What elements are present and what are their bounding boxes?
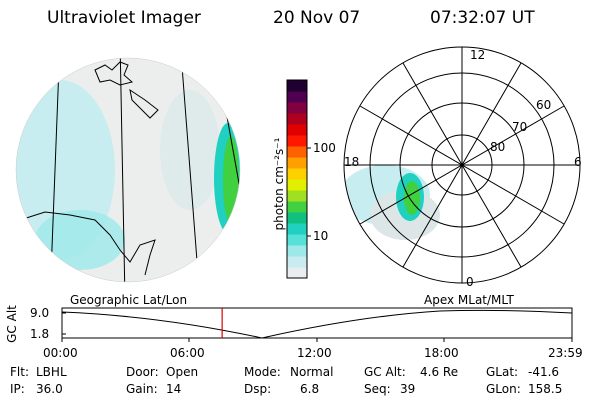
meridian-line xyxy=(179,58,201,282)
flt-label: Flt: xyxy=(10,365,29,379)
colorbar-segment xyxy=(287,80,307,92)
left-map-edge xyxy=(15,57,241,283)
colorbar-segment xyxy=(287,124,307,136)
left-map-label: Geographic Lat/Lon xyxy=(70,293,188,307)
date: 20 Nov 07 xyxy=(273,8,361,28)
time: 07:32:07 UT xyxy=(430,8,535,28)
right-map-label: Apex MLat/MLT xyxy=(424,293,514,307)
colorbar-tick-100: 100 xyxy=(313,141,336,155)
colorbar-segment xyxy=(287,146,307,158)
altitude-ytick-9: 9.0 xyxy=(30,306,50,320)
colorbar-segment xyxy=(287,245,307,257)
altitude-frame xyxy=(61,307,573,339)
colorbar-segment xyxy=(287,267,307,279)
gain-value: 14 xyxy=(166,382,182,396)
altitude-ylabel: GC Alt xyxy=(5,305,19,343)
altitude-xtick-1800: 18:00 xyxy=(424,346,459,360)
seq-label: Seq: xyxy=(364,382,391,396)
ip-label: IP: xyxy=(10,382,25,396)
colorbar-segment xyxy=(287,234,307,246)
colorbar-segment xyxy=(287,102,307,114)
colorbar-segment xyxy=(287,135,307,147)
gcalt-label: GC Alt: xyxy=(364,365,406,379)
colorbar xyxy=(286,79,311,279)
glat-value: -41.6 xyxy=(528,365,560,379)
dsp-label: Dsp: xyxy=(244,382,272,396)
colorbar-segment xyxy=(287,168,307,180)
colorbar-segment xyxy=(287,256,307,268)
coastline xyxy=(19,211,156,276)
altitude-xtick-0000: 00:00 xyxy=(43,346,78,360)
glon-value: 158.5 xyxy=(528,382,563,396)
glon-label: GLon: xyxy=(486,382,521,396)
colorbar-unit-label: photon cm⁻²s⁻¹ xyxy=(272,137,286,231)
mode-label: Mode: xyxy=(244,365,281,379)
mlt-label-6: 6 xyxy=(574,155,582,169)
aurora-band-polar-inner xyxy=(404,181,420,215)
colorbar-frame xyxy=(286,79,308,279)
colorbar-segment xyxy=(287,223,307,235)
colorbar-segment xyxy=(287,179,307,191)
aurora-band-left-inner xyxy=(223,136,239,224)
left-grey-region xyxy=(160,90,220,210)
lat-label-60: 60 xyxy=(536,98,552,112)
ip-value: 36.0 xyxy=(36,382,63,396)
door-label: Door: xyxy=(126,365,159,379)
altitude-ytick-1-8: 1.8 xyxy=(30,327,50,341)
gcalt-value: 4.6 Re xyxy=(420,365,459,379)
mlt-label-0: 0 xyxy=(466,275,474,289)
colorbar-segment xyxy=(287,91,307,103)
colorbar-tick-10: 10 xyxy=(313,229,329,243)
meridian-line xyxy=(119,58,126,282)
polar-map xyxy=(343,46,581,284)
altitude-xtick-2359: 23:59 xyxy=(548,346,583,360)
lat-label-80: 80 xyxy=(490,140,506,154)
altitude-plot xyxy=(61,307,573,342)
coastline xyxy=(94,61,134,86)
mlt-label-12: 12 xyxy=(470,48,486,62)
altitude-xtick-0600: 06:00 xyxy=(170,346,205,360)
door-value: Open xyxy=(166,365,199,379)
colorbar-stack xyxy=(287,80,307,279)
coastline xyxy=(129,88,159,119)
altitude-curve xyxy=(62,309,572,338)
colorbar-segment xyxy=(287,212,307,224)
colorbar-segment xyxy=(287,190,307,202)
colorbar-segment xyxy=(287,157,307,169)
left-cyan-region-lower xyxy=(35,210,125,270)
glat-label: GLat: xyxy=(486,365,519,379)
gain-label: Gain: xyxy=(126,382,158,396)
mode-value: Normal xyxy=(290,365,334,379)
polar-spokes xyxy=(344,47,580,283)
altitude-xtick-1200: 12:00 xyxy=(297,346,332,360)
mlt-label-18: 18 xyxy=(344,155,360,169)
dsp-value: 6.8 xyxy=(300,382,320,396)
seq-value: 39 xyxy=(400,382,416,396)
flt-value: LBHL xyxy=(36,365,67,379)
colorbar-segment xyxy=(287,113,307,125)
colorbar-segment xyxy=(287,201,307,213)
lat-label-70: 70 xyxy=(512,120,528,134)
geographic-map xyxy=(15,57,241,283)
title: Ultraviolet Imager xyxy=(47,8,201,28)
